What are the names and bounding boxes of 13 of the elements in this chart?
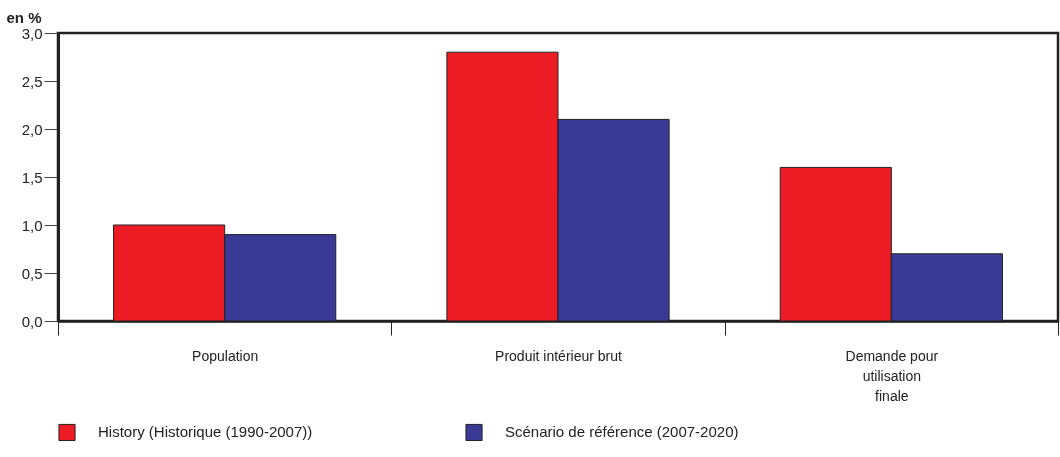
y-tick-label: 1,0	[21, 216, 43, 234]
y-tick-label: 2,0	[21, 120, 43, 138]
x-tick-label: Produit intérieur brut	[495, 347, 623, 364]
y-tick-label: 3,0	[21, 24, 43, 42]
y-tick-label: 1,5	[21, 168, 43, 186]
x-tick-label: Demande pour utilisation finale	[845, 347, 939, 404]
y-tick-label: 2,5	[21, 72, 43, 90]
x-tick-label: Population	[192, 347, 259, 364]
y-axis-title: en %	[6, 8, 42, 26]
legend-label: Scénario de référence (2007-2020)	[505, 423, 739, 441]
y-tick-label: 0,5	[21, 264, 43, 282]
y-tick-label: 0,0	[21, 312, 43, 330]
legend-label: History (Historique (1990-2007))	[98, 423, 313, 441]
